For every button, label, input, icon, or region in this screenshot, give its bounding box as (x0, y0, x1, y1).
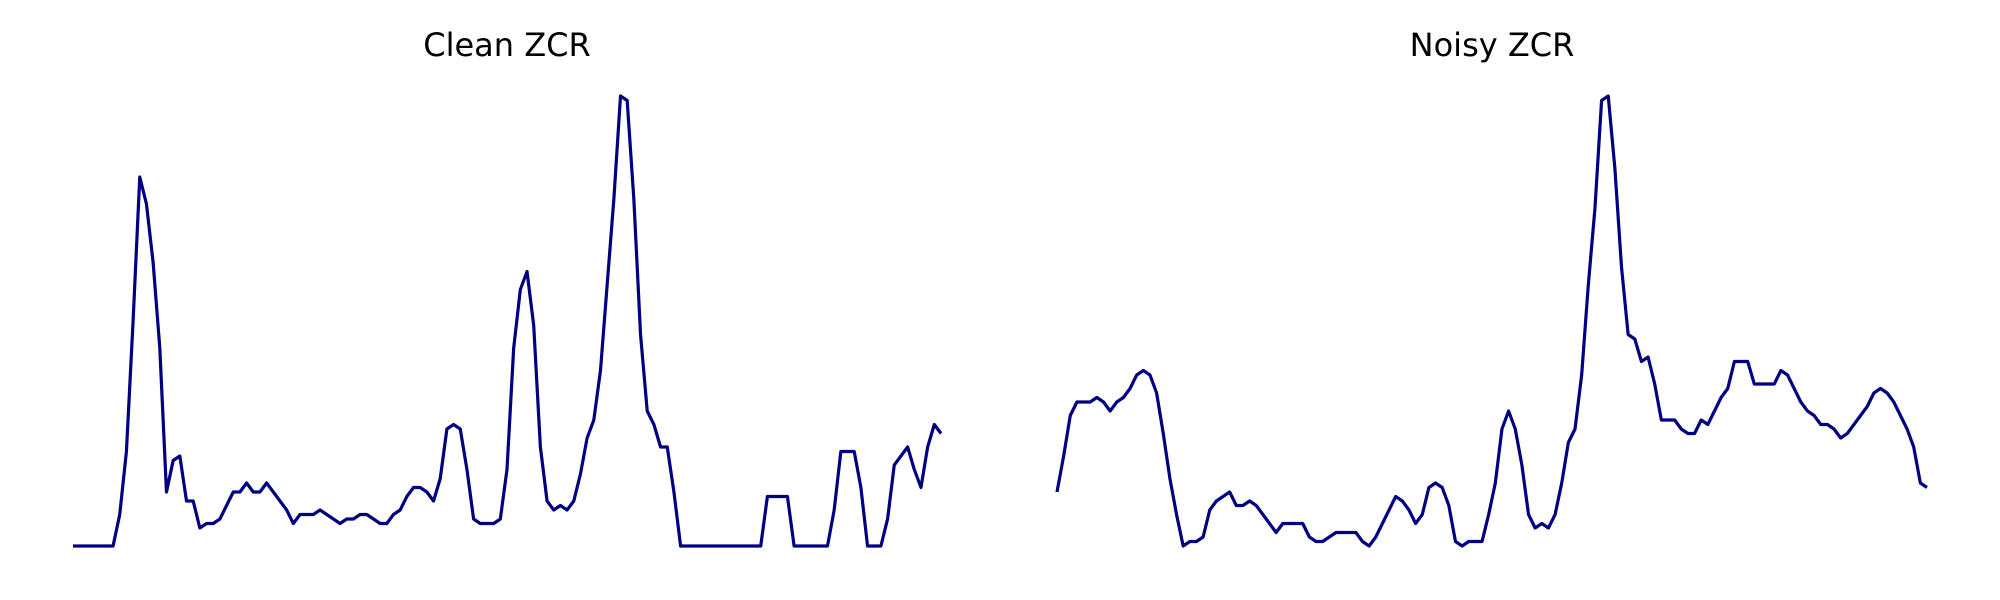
chart-title: Noisy ZCR (1410, 26, 1575, 64)
zcr-line (1055, 94, 1928, 548)
zcr-line (73, 94, 943, 548)
chart-title: Clean ZCR (423, 26, 590, 64)
